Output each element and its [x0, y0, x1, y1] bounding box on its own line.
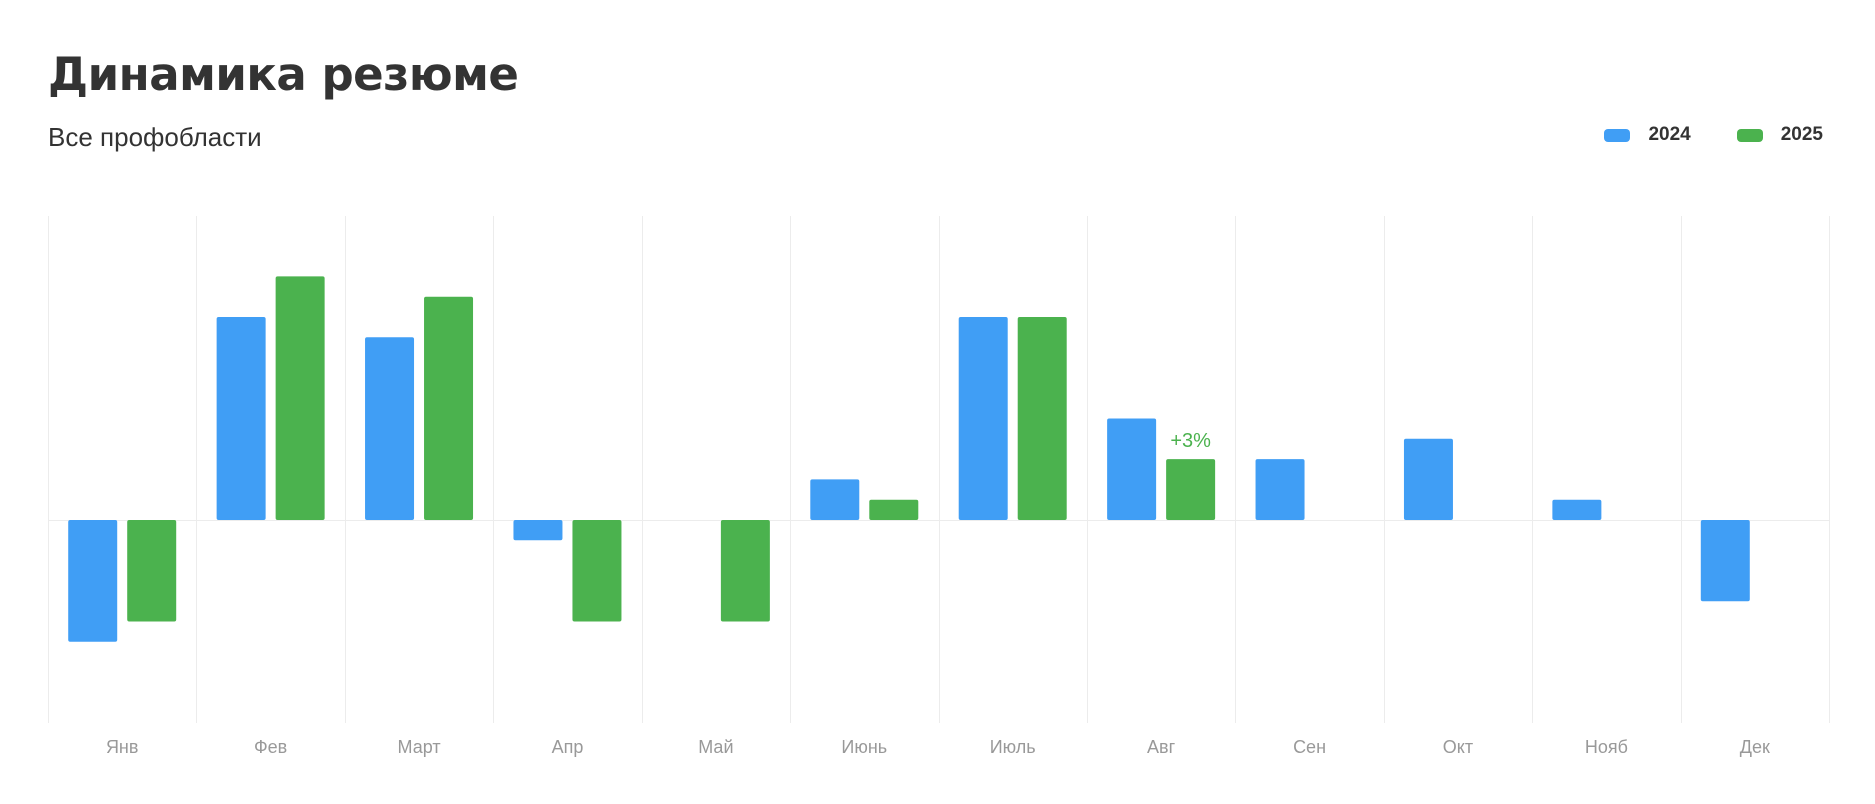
bar-2024-Дек[interactable]	[1700, 520, 1750, 602]
x-tick-label: Апр	[552, 737, 584, 757]
legend-item-2025[interactable]: 2025	[1736, 124, 1823, 146]
bar-2024-Нояб[interactable]	[1552, 499, 1602, 520]
x-tick-label: Янв	[106, 737, 139, 757]
bar-2025-Июнь[interactable]	[869, 499, 919, 520]
bar-2025-Фев[interactable]	[275, 276, 325, 520]
legend-swatch-2025	[1736, 128, 1763, 142]
chart-grid	[48, 216, 1830, 723]
x-tick-label: Март	[398, 737, 441, 757]
legend-item-2024[interactable]: 2024	[1604, 124, 1691, 146]
legend-label-2025: 2025	[1780, 124, 1823, 145]
legend-swatch-2024	[1604, 128, 1631, 142]
chart-labels: Янв Фев Март Апр Май Июнь Июль Авг Сен Окт Нояб Дек…	[106, 430, 1770, 757]
page-title: Динамика резюме	[48, 48, 519, 101]
legend-label-2024: 2024	[1648, 124, 1691, 145]
bar-2024-Июнь[interactable]	[810, 479, 860, 520]
bar-2024-Июль[interactable]	[958, 317, 1008, 520]
bar-2025-Янв[interactable]	[127, 520, 177, 622]
bar-2025-Апр[interactable]	[572, 520, 622, 622]
x-tick-label: Нояб	[1585, 737, 1628, 757]
x-tick-label: Июль	[990, 737, 1036, 757]
x-tick-label: Июнь	[841, 737, 887, 757]
bar-annotation: +3%	[1170, 430, 1211, 452]
bar-2024-Янв[interactable]	[68, 520, 118, 642]
bar-2025-Июль[interactable]	[1017, 317, 1067, 520]
bar-2024-Фев[interactable]	[216, 317, 266, 520]
bar-2024-Сен[interactable]	[1255, 459, 1305, 520]
bar-2025-Май[interactable]	[720, 520, 770, 622]
bar-2024-Авг[interactable]	[1107, 418, 1157, 521]
bar-2025-Авг[interactable]	[1166, 459, 1216, 520]
x-tick-label: Дек	[1740, 737, 1770, 757]
x-tick-label: Окт	[1443, 737, 1473, 757]
bar-2024-Апр[interactable]	[513, 520, 563, 541]
x-tick-label: Авг	[1147, 737, 1176, 757]
x-tick-label: Май	[698, 737, 733, 757]
chart-bars	[68, 276, 1750, 642]
legend: 2024 2025	[1604, 124, 1823, 146]
bar-2024-Окт[interactable]	[1403, 438, 1453, 520]
page-subtitle: Все профобласти	[48, 122, 262, 152]
bar-2024-Март[interactable]	[365, 337, 415, 520]
x-tick-label: Сен	[1293, 737, 1326, 757]
bar-2025-Март[interactable]	[424, 296, 474, 520]
x-tick-label: Фев	[254, 737, 287, 757]
